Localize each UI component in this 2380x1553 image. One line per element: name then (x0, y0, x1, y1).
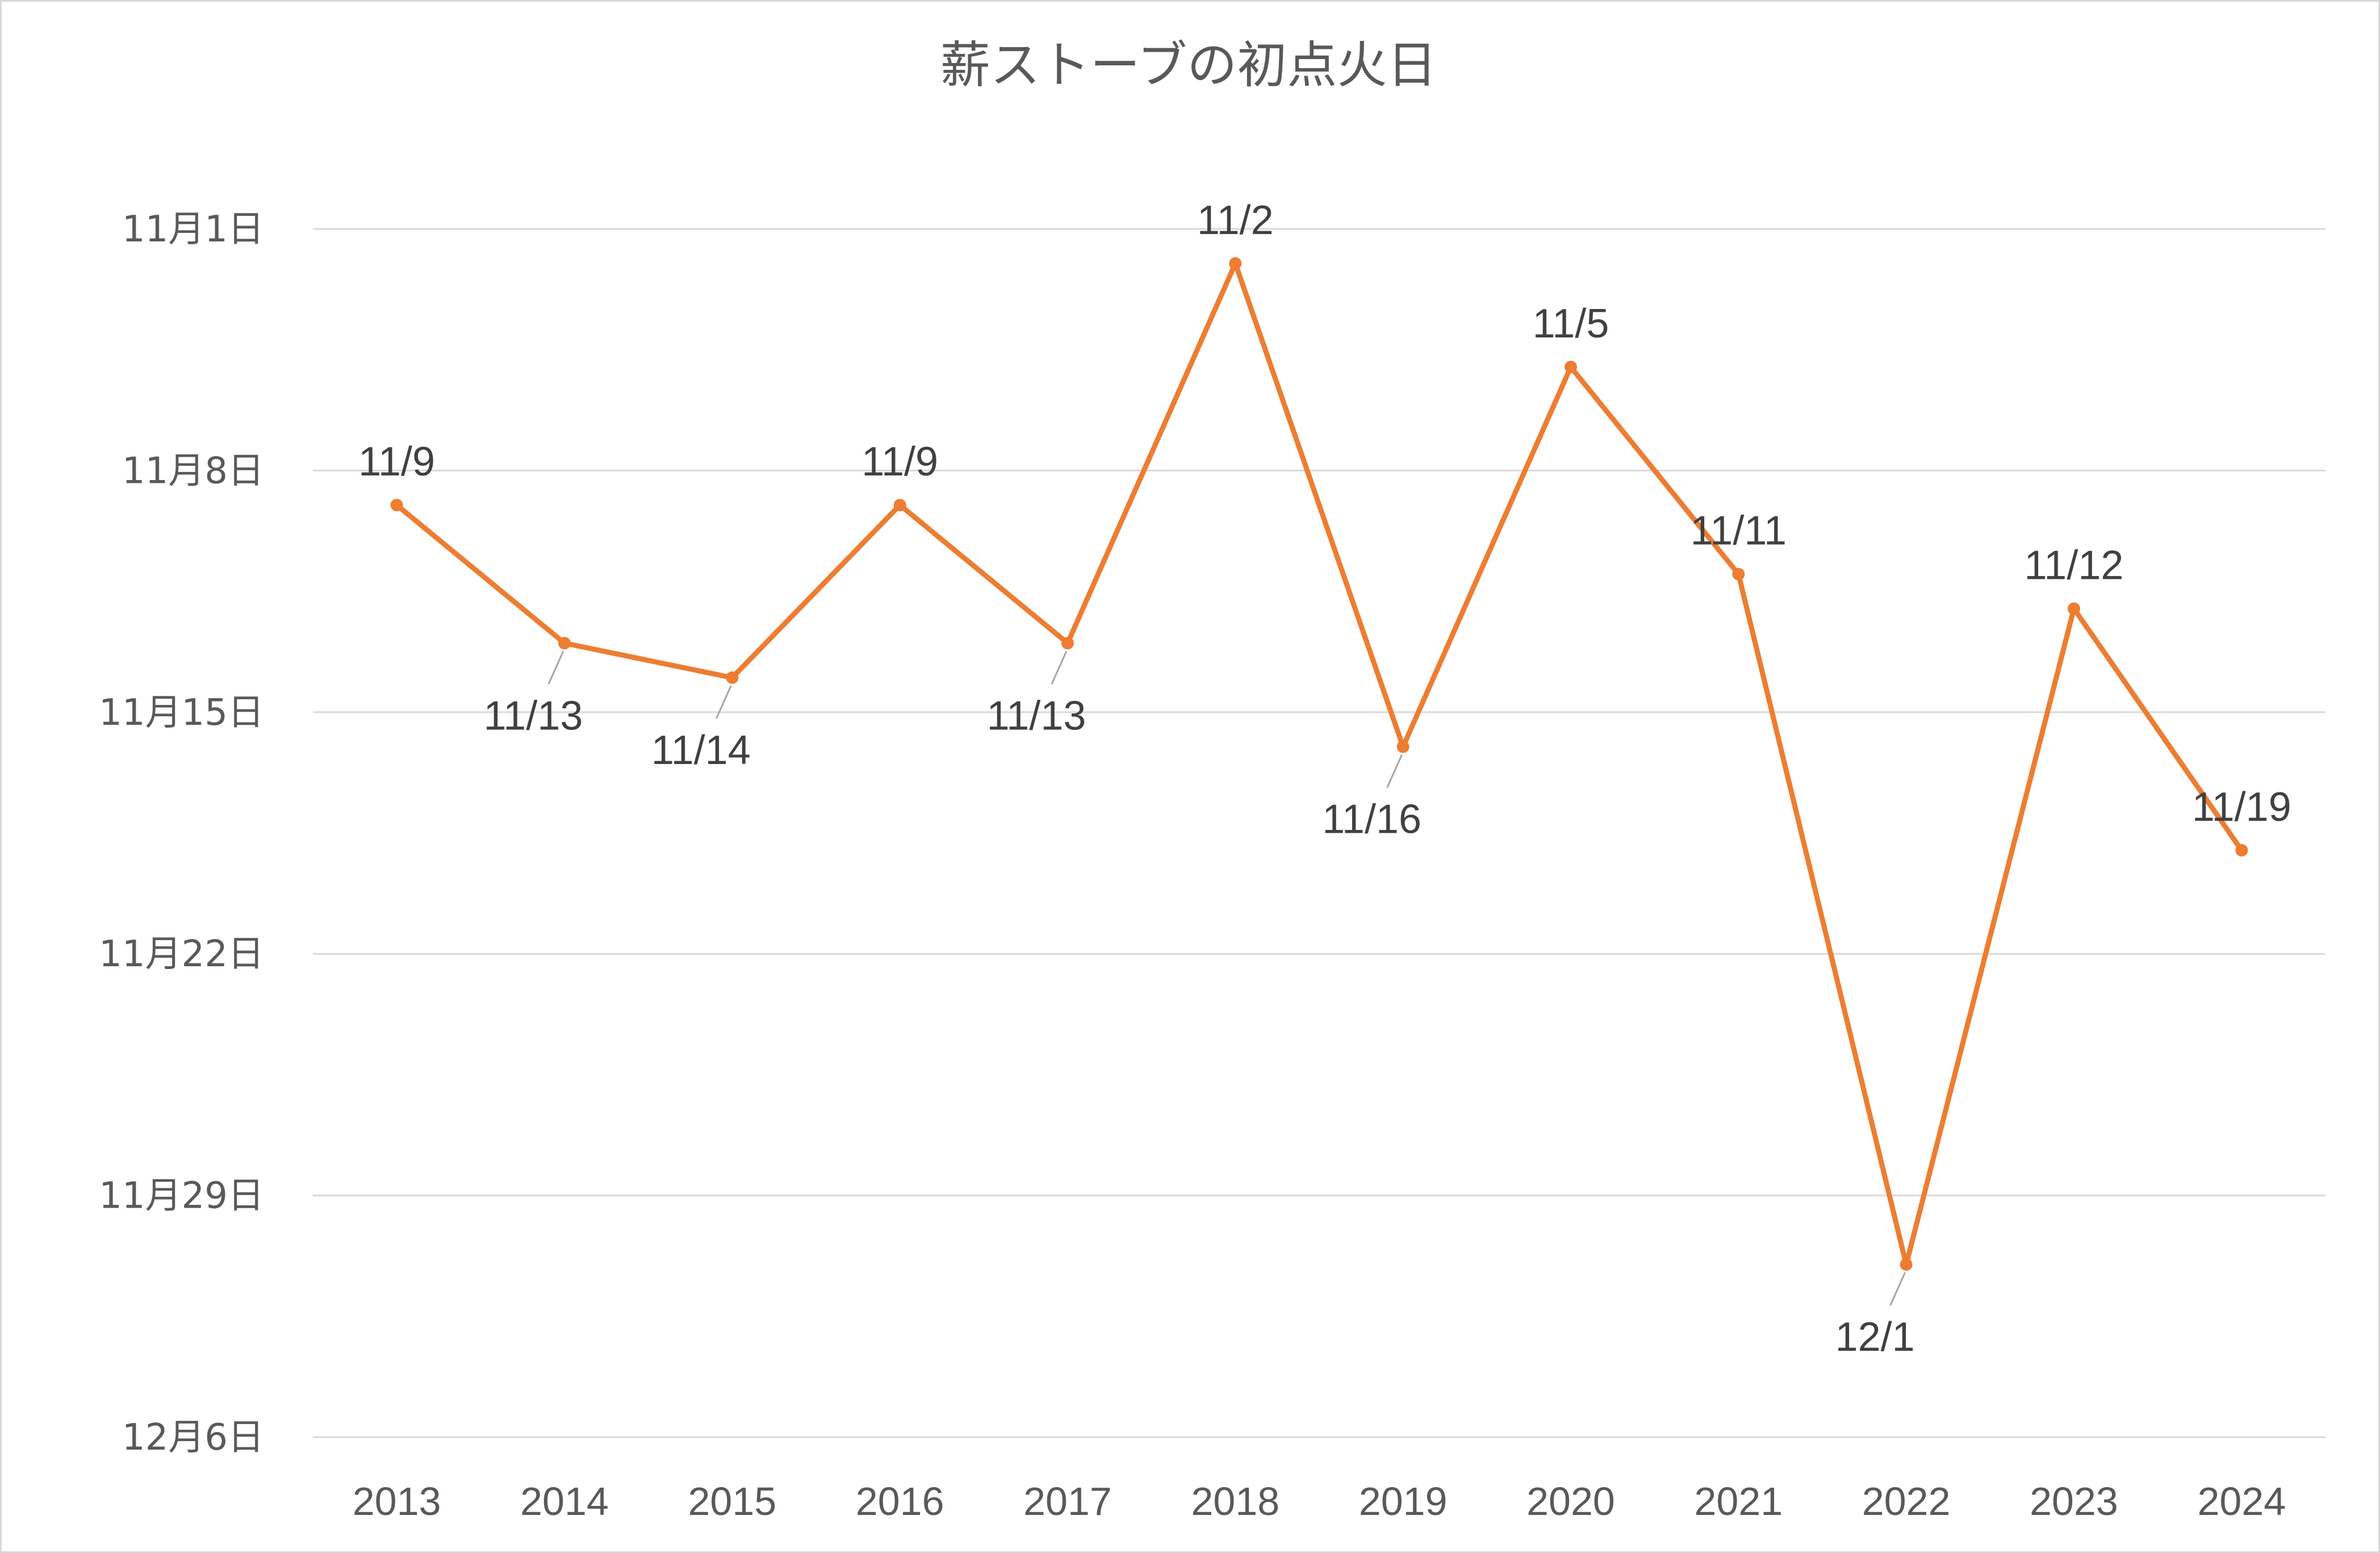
data-label: 11/19 (2192, 784, 2291, 830)
y-tick-label: 11月1日 (122, 208, 264, 251)
x-tick-label: 2019 (1359, 1479, 1448, 1523)
y-tick-label: 12月6日 (122, 1417, 264, 1459)
x-tick-label: 2023 (2030, 1479, 2118, 1523)
data-label: 11/9 (861, 439, 938, 485)
data-point (893, 499, 906, 512)
data-point (1565, 361, 1577, 374)
y-tick-label: 11月29日 (99, 1175, 264, 1217)
x-tick-label: 2015 (688, 1479, 776, 1523)
y-tick-label: 11月8日 (122, 450, 264, 492)
data-point (1229, 257, 1242, 270)
x-tick-label: 2013 (353, 1479, 441, 1523)
data-label-leader (547, 650, 564, 684)
x-axis-tick-labels: 2013 2014 2015 2016 2017 2018 2019 2020 2021 2022… (353, 1479, 2286, 1523)
y-tick-label: 11月22日 (99, 933, 264, 975)
x-tick-label: 2024 (2197, 1479, 2286, 1523)
data-label-leader (715, 685, 732, 719)
data-label: 11/9 (358, 439, 435, 485)
data-label-leader (1386, 754, 1403, 788)
data-point (390, 499, 403, 512)
x-tick-label: 2016 (856, 1479, 944, 1523)
data-point (1900, 1258, 1913, 1271)
data-label: 12/1 (1835, 1314, 1915, 1360)
data-label: 11/13 (987, 693, 1086, 738)
data-label-leader (1889, 1272, 1906, 1306)
data-label: 11/2 (1197, 198, 1274, 243)
data-label: 11/16 (1322, 797, 1421, 842)
data-labels: 11/9 11/13 11/14 11/9 11/13 11/2 11/16 11/5 11/1… (358, 198, 2291, 1360)
data-label-leader (1051, 650, 1068, 684)
data-point (726, 671, 739, 684)
x-tick-label: 2022 (1862, 1479, 1951, 1523)
series-line (394, 261, 2244, 1267)
data-point (2235, 844, 2248, 857)
data-point (1732, 567, 1745, 581)
data-point (2068, 602, 2080, 615)
x-tick-label: 2020 (1526, 1479, 1615, 1523)
x-tick-label: 2018 (1191, 1479, 1279, 1523)
data-label: 11/14 (651, 728, 751, 773)
data-label: 11/5 (1533, 301, 1609, 346)
data-point (1061, 637, 1074, 650)
data-label: 11/12 (2025, 542, 2124, 588)
data-point (558, 637, 571, 650)
data-label: 11/13 (484, 693, 583, 738)
chart-title: 薪ストーブの初点火日 (940, 36, 1437, 94)
gridlines (313, 228, 2325, 1438)
x-tick-label: 2021 (1694, 1479, 1783, 1523)
data-point (1396, 740, 1409, 753)
y-axis-tick-labels: 11月1日 11月8日 11月15日 11月22日 11月29日 12月6日 (99, 208, 264, 1459)
y-tick-label: 11月15日 (99, 692, 264, 734)
x-tick-label: 2017 (1023, 1479, 1112, 1523)
data-label: 11/11 (1691, 508, 1787, 554)
data-series (390, 257, 2248, 1271)
x-tick-label: 2014 (520, 1479, 609, 1523)
